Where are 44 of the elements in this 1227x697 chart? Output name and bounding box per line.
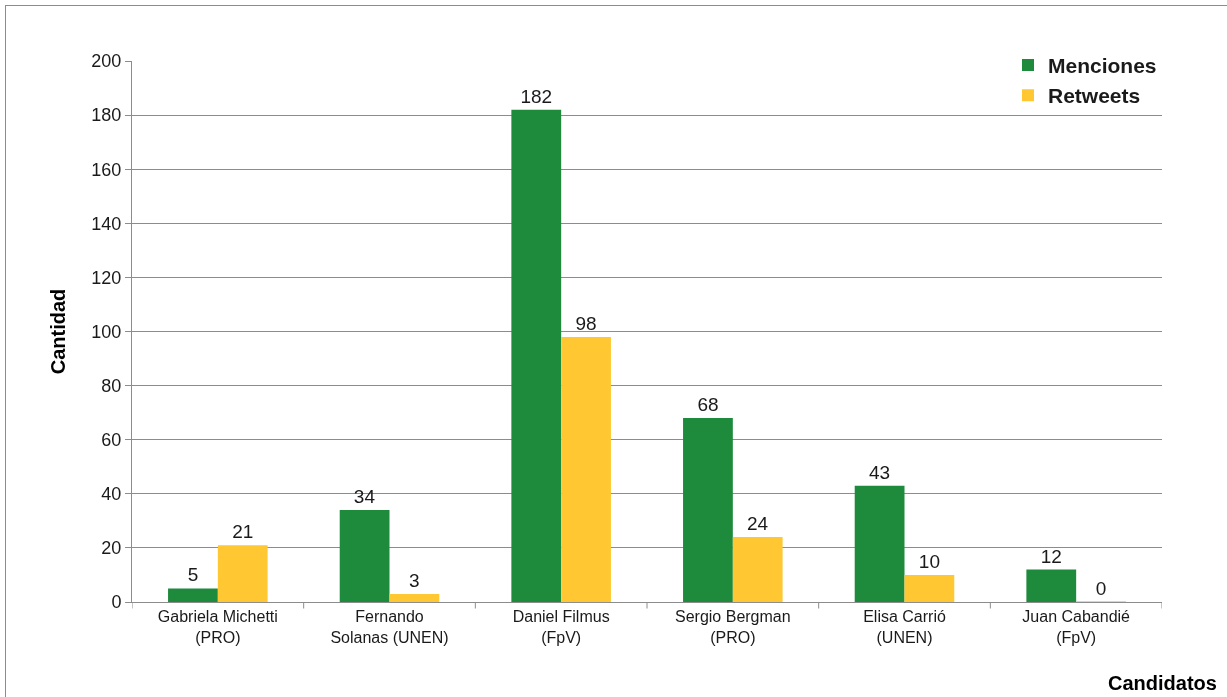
bar: [732, 537, 783, 602]
data-label: 5: [187, 564, 199, 586]
x-tick-label: Gabriela Michetti (PRO): [157, 608, 278, 646]
data-label: 68: [697, 394, 719, 416]
bar: [904, 574, 955, 602]
data-label: 182: [520, 85, 553, 107]
data-label: 10: [918, 550, 940, 572]
data-label: 98: [575, 312, 597, 334]
data-label: 3: [409, 569, 420, 591]
y-tick-label: 20: [101, 538, 122, 559]
data-label: 34: [353, 486, 376, 508]
x-tick-label: Daniel Filmus (FpV): [512, 608, 610, 646]
data-label: 12: [1040, 545, 1062, 567]
y-tick-label: 160: [91, 159, 122, 180]
legend-label: Menciones: [1048, 54, 1157, 78]
y-tick-label: 40: [101, 484, 122, 505]
y-tick-label: 140: [91, 213, 122, 234]
bar: [339, 510, 390, 602]
bar: [561, 336, 611, 602]
legend-label: Retweets: [1048, 84, 1141, 108]
x-tick-label: Sergio Bergman (PRO): [675, 608, 791, 646]
bar: [854, 485, 905, 602]
y-axis-title: Cantidad: [46, 288, 69, 375]
data-label: 21: [232, 521, 254, 543]
x-tick-label: Fernando Solanas (UNEN): [330, 608, 449, 646]
y-tick-label: 200: [91, 51, 122, 72]
y-tick-label: 80: [101, 375, 122, 396]
x-tick-label: Elisa Carrió (UNEN): [863, 608, 946, 646]
y-tick-label: 100: [91, 321, 122, 342]
data-label: 43: [869, 461, 891, 483]
bar: [511, 109, 562, 602]
bar: [683, 418, 733, 602]
x-tick-label: Juan Cabandié (FpV): [1022, 608, 1131, 646]
x-axis-title: Candidatos: [1108, 672, 1217, 694]
bar: [389, 593, 440, 602]
bar: [1026, 569, 1077, 602]
data-label: 24: [746, 513, 769, 535]
bar: [217, 545, 268, 602]
y-tick-label: 0: [111, 592, 122, 613]
bar: [168, 588, 218, 602]
y-tick-label: 120: [91, 267, 122, 288]
y-tick-label: 180: [91, 105, 122, 126]
y-tick-label: 60: [101, 430, 122, 450]
data-label: 0: [1095, 578, 1107, 599]
